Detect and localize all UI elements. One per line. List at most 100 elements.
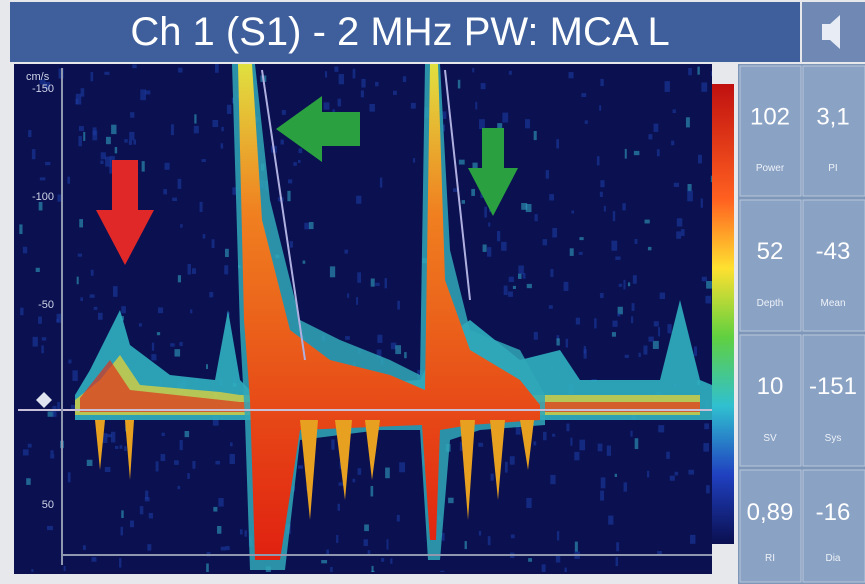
- speckle: [515, 425, 521, 435]
- speckle: [302, 260, 306, 264]
- speckle: [688, 67, 692, 76]
- speckle: [22, 449, 29, 456]
- speckle: [563, 281, 569, 291]
- readout-cell: [802, 65, 865, 197]
- speckle: [39, 79, 46, 85]
- speckle: [90, 269, 94, 276]
- speckle: [148, 512, 153, 519]
- speckle: [329, 266, 336, 278]
- speckle: [28, 130, 32, 138]
- speckle: [76, 276, 79, 285]
- speckle: [160, 454, 166, 462]
- speckle: [690, 534, 696, 544]
- speckle: [693, 346, 698, 357]
- speckle: [615, 256, 621, 260]
- readout-value: 102: [750, 103, 790, 130]
- speckle: [140, 89, 147, 101]
- speckle: [280, 139, 284, 145]
- speckle: [22, 246, 28, 254]
- speckle: [141, 161, 145, 172]
- speckle: [230, 442, 233, 447]
- speckle: [101, 433, 108, 444]
- speckle: [177, 485, 181, 490]
- speckle: [556, 139, 560, 149]
- speckle: [634, 238, 638, 244]
- speckle: [220, 546, 226, 551]
- speckle: [630, 316, 634, 324]
- speckle: [38, 202, 43, 211]
- speckle: [384, 278, 388, 289]
- speckle: [556, 338, 560, 346]
- speckle: [647, 246, 652, 251]
- speckle: [624, 354, 629, 358]
- scale-unit: cm/s: [26, 71, 50, 83]
- speckle: [672, 109, 676, 114]
- speckle: [556, 335, 560, 341]
- speckle: [214, 64, 219, 73]
- readout-label: RI: [765, 553, 775, 564]
- readout-cell: [802, 334, 865, 467]
- speckle: [124, 139, 128, 143]
- speckle: [490, 473, 494, 481]
- speckle: [541, 564, 546, 572]
- speckle: [352, 478, 356, 483]
- speckle: [332, 109, 336, 114]
- speckle: [606, 445, 612, 456]
- readout-value: -151: [809, 373, 857, 400]
- speckle: [504, 461, 508, 473]
- speckle: [225, 546, 230, 551]
- speckle: [331, 439, 335, 450]
- speckle: [192, 460, 196, 469]
- speckle: [213, 506, 218, 512]
- speckle: [461, 200, 466, 204]
- speckle: [611, 332, 616, 337]
- speckle: [156, 332, 161, 336]
- speckle: [711, 71, 712, 77]
- speckle: [304, 222, 310, 230]
- speckle: [533, 130, 537, 141]
- speckle: [100, 160, 104, 164]
- speckle: [701, 276, 707, 282]
- speckle: [231, 97, 235, 104]
- speckle: [326, 549, 330, 556]
- speckle: [50, 450, 54, 454]
- speckle: [336, 535, 339, 543]
- speckle: [357, 272, 362, 283]
- speckle: [549, 194, 555, 201]
- speckle: [503, 285, 508, 296]
- speckle: [653, 321, 659, 327]
- speckle: [163, 189, 168, 195]
- speckle: [478, 442, 484, 447]
- speckle: [658, 425, 665, 433]
- speckle: [114, 147, 118, 154]
- speckle: [338, 74, 345, 85]
- speckle: [41, 337, 47, 341]
- speckle: [509, 456, 515, 465]
- speckle: [386, 539, 389, 550]
- speckle: [458, 159, 465, 165]
- speckle: [179, 341, 183, 347]
- speckle: [177, 275, 182, 283]
- speckle: [412, 158, 416, 163]
- speckle: [224, 248, 229, 258]
- speckle: [631, 303, 635, 311]
- speckle: [179, 439, 183, 451]
- speckle: [104, 71, 110, 75]
- speckle: [584, 120, 588, 124]
- speckle: [482, 244, 487, 252]
- speckle: [377, 334, 383, 343]
- speckle: [80, 88, 85, 97]
- speckle: [375, 282, 380, 286]
- readout-value: 0,89: [747, 499, 794, 526]
- speckle: [653, 123, 659, 132]
- speckle: [487, 247, 492, 257]
- speckle: [184, 430, 190, 438]
- speckle: [324, 71, 328, 78]
- readout-value: 10: [757, 373, 784, 400]
- readout-cell: [802, 469, 865, 583]
- speckle: [174, 349, 181, 357]
- readout-label: Mean: [820, 298, 845, 309]
- speckle: [224, 265, 229, 275]
- speckle: [52, 405, 57, 417]
